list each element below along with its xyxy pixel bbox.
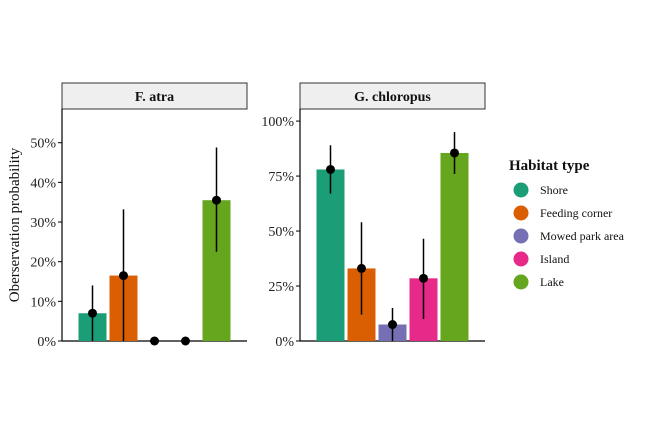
bar-shore [316, 169, 345, 341]
legend-key-lake [513, 274, 529, 290]
legend-title: Habitat type [509, 158, 590, 174]
mean-point [388, 320, 397, 330]
legend-key-mowed-park-area [513, 228, 529, 244]
panel-1: F. atra 0% 10% 20% 30% 40% 50% [30, 82, 248, 350]
mean-point [450, 148, 459, 158]
legend-label: Feeding corner [540, 206, 612, 220]
facet-strip [299, 82, 486, 110]
y-tick-label: 20% [30, 256, 56, 271]
facet-strip [61, 82, 248, 110]
legend-label: Shore [540, 183, 568, 197]
mean-point [150, 336, 159, 346]
y-axis-label: Oberservation probability [7, 147, 23, 302]
y-tick-label: 40% [30, 176, 56, 191]
legend-key-feeding-corner [513, 205, 529, 221]
legend: Habitat type Shore Feeding corner Mowed pa… [509, 158, 625, 290]
facet-title: F. atra [135, 90, 174, 105]
y-tick-label: 0% [37, 335, 56, 350]
y-tick-label: 75% [268, 170, 294, 185]
mean-point [357, 263, 366, 273]
y-tick-label: 30% [30, 216, 56, 231]
facet-title: G. chloropus [354, 90, 431, 105]
y-tick-label: 100% [261, 115, 294, 130]
legend-key-shore [513, 182, 529, 198]
mean-point [181, 336, 190, 346]
panel-2: G. chloropus 0% 25% 50% 75% 100% [261, 82, 486, 350]
legend-label: Island [540, 252, 569, 266]
legend-label: Lake [540, 275, 564, 289]
facet-panels: F. atra 0% 10% 20% 30% 40% 50% G. chloropus 0% 25… [30, 82, 486, 350]
bar-lake [440, 152, 469, 341]
y-tick-label: 50% [30, 137, 56, 152]
y-tick-label: 25% [268, 280, 294, 295]
y-tick-label: 10% [30, 295, 56, 310]
y-tick-label: 50% [268, 225, 294, 240]
mean-point [119, 271, 128, 281]
mean-point [212, 195, 221, 205]
legend-label: Mowed park area [540, 229, 625, 243]
legend-key-island [513, 251, 529, 267]
mean-point [326, 164, 335, 174]
mean-point [419, 273, 428, 283]
mean-point [88, 308, 97, 318]
y-tick-label: 0% [275, 335, 294, 350]
